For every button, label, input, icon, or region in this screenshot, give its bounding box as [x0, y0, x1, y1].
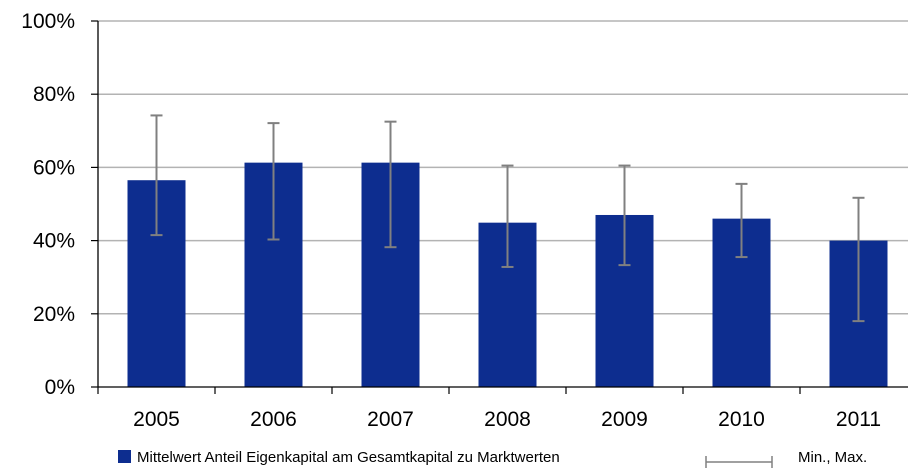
x-tick-label: 2006 — [250, 408, 297, 431]
axes — [91, 20, 908, 394]
x-tick-label: 2009 — [601, 408, 648, 431]
gridlines — [98, 20, 908, 315]
x-tick-label: 2011 — [836, 408, 881, 431]
y-tick-label: 60% — [33, 156, 75, 179]
y-tick-label: 20% — [33, 303, 75, 326]
legend-label-minmax: Min., Max. — [798, 449, 867, 466]
x-tick-label: 2005 — [133, 408, 180, 431]
x-tick-labels: 2005 2006 2007 2008 2009 2010 2011 — [133, 408, 881, 431]
x-tick-label: 2008 — [484, 408, 531, 431]
y-tick-label: 80% — [33, 83, 75, 106]
legend-swatch-mean — [118, 450, 131, 463]
x-tick-label: 2010 — [718, 408, 765, 431]
x-tick-label: 2007 — [367, 408, 414, 431]
legend: Mittelwert Anteil Eigenkapital am Gesamt… — [118, 449, 867, 468]
y-tick-label: 40% — [33, 230, 75, 253]
y-tick-labels: 0% 20% 40% 60% 80% 100% — [21, 10, 75, 399]
legend-label-mean: Mittelwert Anteil Eigenkapital am Gesamt… — [137, 449, 560, 466]
y-tick-label: 0% — [45, 376, 75, 399]
error-bars — [150, 114, 865, 323]
y-tick-label: 100% — [21, 10, 75, 33]
